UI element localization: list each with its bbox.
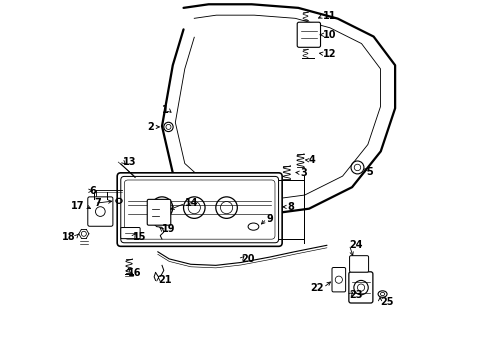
Text: 25: 25 xyxy=(379,297,393,307)
Text: 4: 4 xyxy=(308,155,315,165)
FancyBboxPatch shape xyxy=(121,228,140,239)
Text: 17: 17 xyxy=(71,201,85,211)
Text: 1: 1 xyxy=(162,105,168,115)
FancyBboxPatch shape xyxy=(331,267,345,292)
Text: 21: 21 xyxy=(158,275,172,285)
FancyBboxPatch shape xyxy=(124,180,274,239)
FancyBboxPatch shape xyxy=(349,256,368,272)
Text: 15: 15 xyxy=(133,232,146,242)
Text: 20: 20 xyxy=(241,254,255,264)
FancyBboxPatch shape xyxy=(121,176,278,243)
Text: 8: 8 xyxy=(287,202,294,212)
Text: 12: 12 xyxy=(323,49,336,59)
FancyBboxPatch shape xyxy=(147,199,170,225)
Text: 11: 11 xyxy=(323,11,336,21)
Text: 10: 10 xyxy=(323,30,336,40)
FancyBboxPatch shape xyxy=(88,197,113,226)
Text: 16: 16 xyxy=(128,267,141,278)
Text: 9: 9 xyxy=(266,214,273,224)
Polygon shape xyxy=(162,4,394,216)
FancyBboxPatch shape xyxy=(117,173,282,246)
Text: 13: 13 xyxy=(123,157,137,167)
Text: 5: 5 xyxy=(366,167,372,177)
Text: 7: 7 xyxy=(94,198,101,208)
Text: 18: 18 xyxy=(62,232,76,242)
Text: 14: 14 xyxy=(185,198,199,208)
Text: 23: 23 xyxy=(348,291,362,301)
Text: 3: 3 xyxy=(300,168,306,178)
Text: 19: 19 xyxy=(162,225,175,234)
Text: 6: 6 xyxy=(89,186,96,196)
Text: 22: 22 xyxy=(309,283,323,293)
FancyBboxPatch shape xyxy=(297,22,320,47)
FancyBboxPatch shape xyxy=(348,272,372,303)
Text: 24: 24 xyxy=(348,239,362,249)
Text: 2: 2 xyxy=(147,122,154,132)
